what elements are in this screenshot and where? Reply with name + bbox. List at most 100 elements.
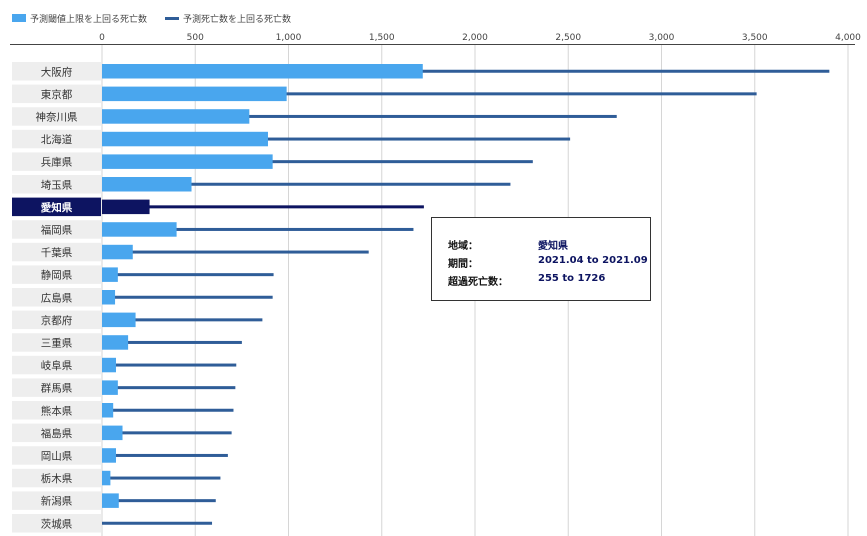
category-label: 静岡県 [41, 269, 73, 282]
category-label: 福岡県 [41, 223, 73, 236]
threshold-excess-bar [102, 425, 123, 441]
predicted-excess-line [102, 453, 228, 457]
category-label: 大阪府 [41, 65, 73, 78]
threshold-excess-bar [102, 312, 136, 328]
predicted-excess-line [102, 408, 234, 412]
threshold-excess-bar [102, 335, 129, 350]
predicted-excess-line [102, 182, 511, 186]
category-label: 東京都 [41, 88, 73, 101]
predicted-excess-line [102, 363, 237, 367]
category-label-bg-highlight [12, 197, 101, 217]
category-label: 京都府 [41, 314, 73, 327]
threshold-excess-bar [102, 244, 133, 260]
category-label-bg [12, 220, 101, 239]
threshold-excess-bar [102, 154, 273, 169]
predicted-excess-line [102, 499, 216, 503]
predicted-excess-line [102, 227, 414, 231]
x-tick-label: 1,500 [369, 33, 395, 43]
predicted-excess-line [102, 160, 533, 164]
category-label: 北海道 [41, 133, 73, 146]
chart-legend: 予測閾値上限を上回る死亡数 予測死亡数を上回る死亡数 [12, 10, 309, 26]
predicted-excess-line [102, 137, 571, 141]
threshold-excess-bar [102, 380, 118, 395]
category-label: 茨城県 [41, 517, 73, 530]
threshold-excess-bar [102, 470, 111, 486]
category-label-bg [12, 491, 101, 510]
x-tick-label: 4,000 [835, 33, 861, 43]
threshold-excess-bar [102, 86, 287, 102]
category-label-bg [12, 265, 101, 284]
x-tick-label: 3,500 [742, 33, 768, 43]
predicted-excess-line [102, 318, 263, 322]
category-label: 群馬県 [41, 382, 73, 395]
tooltip-region-value: 愛知県 [538, 241, 568, 252]
predicted-excess-line [102, 114, 617, 118]
tooltip-region-key: 地域： [448, 241, 478, 252]
category-label-bg [12, 423, 101, 443]
predicted-excess-line [102, 431, 232, 435]
category-label-bg [12, 84, 101, 104]
legend-item-threshold[interactable]: 予測閾値上限を上回る死亡数 [12, 12, 147, 25]
category-label-bg [12, 333, 101, 352]
threshold-excess-bar [102, 290, 116, 305]
category-label-bg [12, 129, 101, 149]
threshold-excess-bar [102, 222, 177, 237]
threshold-excess-bar [102, 131, 268, 147]
category-label: 熊本県 [41, 404, 73, 417]
category-label-bg [12, 288, 101, 307]
tooltip-excess-row: 超過死亡数： 255 to 1726 [448, 273, 642, 288]
tooltip-period-value: 2021.04 to 2021.09 [538, 255, 648, 266]
predicted-excess-line [102, 205, 424, 209]
legend-label-predicted: 予測死亡数を上回る死亡数 [183, 14, 292, 25]
category-label: 栃木県 [41, 472, 73, 485]
threshold-excess-bar [102, 357, 116, 373]
threshold-excess-bar [102, 403, 114, 418]
predicted-excess-line [102, 92, 757, 96]
category-label-bg [12, 152, 101, 171]
threshold-excess-bar [102, 199, 150, 215]
tooltip-period-key: 期間： [448, 259, 478, 270]
category-label: 神奈川県 [36, 110, 78, 123]
category-label: 新潟県 [41, 495, 73, 508]
threshold-excess-bar [102, 493, 119, 508]
category-label-bg [12, 175, 101, 194]
tooltip-excess-key: 超過死亡数： [448, 277, 508, 288]
predicted-excess-line [102, 521, 213, 525]
category-label: 愛知県 [41, 201, 73, 214]
threshold-excess-bar [102, 448, 116, 463]
tooltip-period-row: 期間： 2021.04 to 2021.09 [448, 255, 648, 270]
legend-swatch-threshold [12, 14, 26, 22]
category-label-bg [12, 468, 101, 488]
category-label-bg [12, 310, 101, 330]
category-label-bg [12, 401, 101, 420]
category-label-bg [12, 514, 101, 533]
x-tick-label: 1,000 [276, 33, 302, 43]
threshold-excess-bar [102, 177, 192, 192]
category-label-bg [12, 107, 101, 126]
category-label-bg [12, 242, 101, 262]
legend-item-predicted[interactable]: 予測死亡数を上回る死亡数 [165, 12, 291, 25]
threshold-excess-bar [102, 267, 118, 282]
predicted-excess-line [102, 273, 274, 277]
predicted-excess-line [102, 340, 242, 344]
category-label-bg [12, 62, 101, 81]
category-label: 福島県 [41, 427, 73, 440]
x-tick-label: 2,500 [555, 33, 581, 43]
category-label: 兵庫県 [41, 156, 73, 169]
tooltip-excess-value: 255 to 1726 [538, 273, 606, 284]
category-label: 岡山県 [41, 450, 73, 462]
category-label: 埼玉県 [41, 178, 73, 191]
threshold-excess-bar [102, 64, 423, 79]
category-label: 広島県 [41, 291, 73, 304]
category-label: 岐阜県 [41, 359, 73, 372]
x-tick-label: 0 [99, 33, 105, 43]
category-label-bg [12, 378, 101, 397]
predicted-excess-line [102, 69, 830, 73]
category-label: 千葉県 [41, 246, 73, 259]
x-tick-label: 500 [187, 33, 204, 43]
tooltip-region-row: 地域： 愛知県 [448, 237, 642, 252]
legend-label-threshold: 予測閾値上限を上回る死亡数 [30, 14, 148, 25]
x-tick-label: 3,000 [649, 33, 675, 43]
predicted-excess-line [102, 386, 236, 390]
